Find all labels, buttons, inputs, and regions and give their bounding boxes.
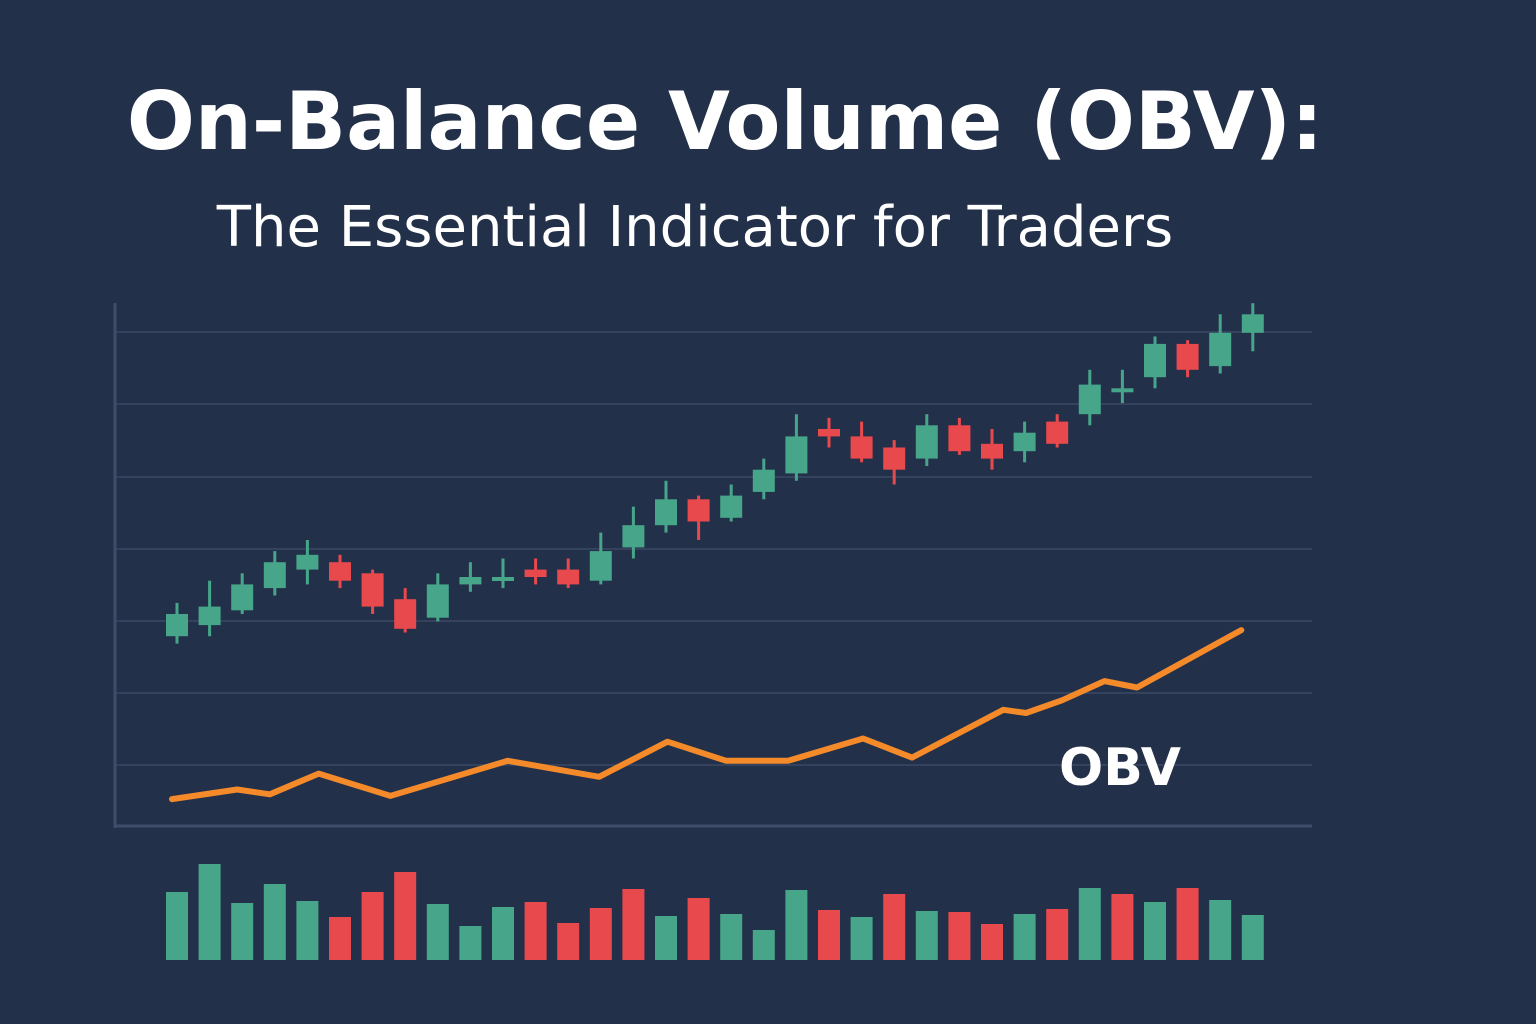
volume-bar	[818, 910, 840, 960]
obv-series: OBV	[169, 627, 1245, 803]
candle-body	[1013, 432, 1036, 452]
candle-body	[296, 554, 319, 570]
candle-body	[687, 499, 710, 522]
candle-body	[850, 436, 873, 459]
candle-body	[459, 577, 482, 585]
volume-bar	[1209, 900, 1232, 960]
candle-body	[720, 495, 743, 518]
volume-bar	[1078, 888, 1101, 960]
volume-bar	[720, 914, 743, 960]
volume-bar	[394, 872, 417, 960]
candle-body	[1078, 384, 1101, 415]
chart-subtitle: The Essential Indicator for Traders	[216, 195, 1174, 260]
volume-bar	[557, 923, 580, 960]
volume-bar	[981, 924, 1003, 960]
volume-bar	[850, 917, 873, 960]
candle-body	[198, 606, 221, 626]
volume-bar	[1176, 888, 1199, 960]
candle-body	[1111, 388, 1134, 393]
candle-body	[524, 569, 547, 577]
candle-body	[655, 499, 677, 526]
volume-bar	[915, 911, 938, 960]
volume-bar	[459, 926, 482, 960]
grid-lines	[115, 331, 1312, 766]
candle-body	[329, 562, 351, 581]
candle-body	[622, 525, 645, 548]
obv-label: OBV	[1059, 738, 1181, 798]
volume-bar	[785, 890, 808, 960]
candle-body	[426, 584, 449, 618]
volume-bar	[361, 892, 384, 960]
candle-body	[981, 443, 1003, 459]
candle-body	[557, 569, 580, 585]
volume-bar	[948, 912, 971, 960]
volume-bar	[492, 907, 514, 960]
candle-body	[883, 447, 906, 470]
candle-body	[785, 436, 808, 474]
candle-body	[166, 614, 188, 637]
volume-bar	[1111, 894, 1134, 960]
volume-series	[166, 864, 1264, 960]
candle-body	[948, 425, 971, 452]
candle-body	[589, 551, 612, 581]
volume-bar	[166, 892, 188, 960]
candle-body	[1176, 343, 1199, 370]
volume-bar	[1046, 909, 1069, 960]
candle-body	[915, 425, 938, 459]
volume-bar	[655, 916, 677, 960]
candle-body	[394, 599, 417, 629]
candle-body	[361, 573, 384, 607]
volume-bar	[589, 908, 612, 960]
chart-axes	[113, 303, 1312, 828]
volume-bar	[329, 917, 351, 960]
volume-bar	[1013, 914, 1036, 960]
candle-body	[818, 429, 840, 437]
candle-body	[752, 469, 775, 492]
volume-bar	[687, 898, 710, 960]
volume-bar	[622, 889, 645, 960]
candle-body	[1046, 421, 1069, 444]
candle-body	[492, 577, 514, 581]
volume-bar	[231, 903, 254, 960]
volume-bar	[752, 930, 775, 960]
chart-title: On-Balance Volume (OBV):	[126, 75, 1324, 168]
volume-bar	[426, 904, 449, 960]
candle-body	[1209, 332, 1232, 367]
volume-bar	[1241, 915, 1264, 960]
candle-body	[1241, 314, 1264, 333]
volume-bar	[524, 902, 547, 960]
volume-bar	[296, 901, 319, 960]
volume-bar	[1144, 902, 1166, 960]
volume-bar	[883, 894, 906, 960]
candle-body	[263, 562, 286, 589]
candle-body	[1144, 343, 1166, 378]
candle-body	[231, 584, 254, 611]
candlestick-series	[166, 303, 1264, 644]
volume-bar	[263, 884, 286, 960]
volume-bar	[198, 864, 221, 960]
obv-line	[169, 627, 1245, 803]
